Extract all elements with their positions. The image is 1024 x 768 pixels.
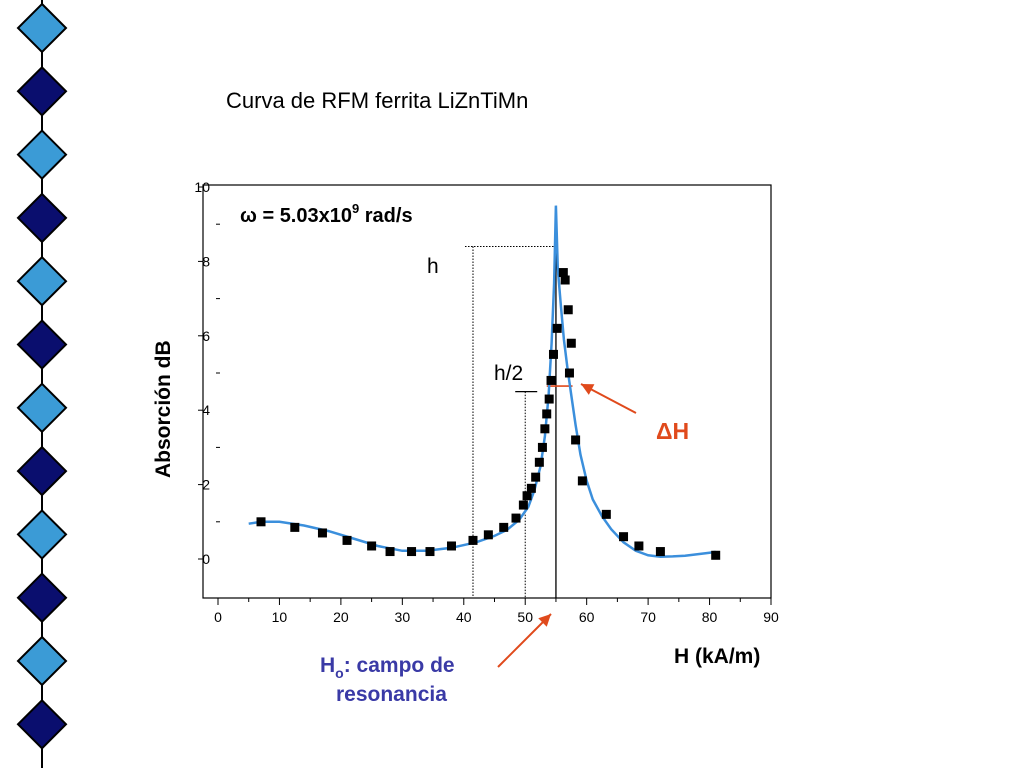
data-point bbox=[634, 541, 644, 551]
data-point bbox=[544, 394, 554, 404]
x-tick-label: 0 bbox=[214, 609, 222, 625]
data-point bbox=[385, 547, 395, 557]
data-point bbox=[548, 349, 558, 359]
data-point bbox=[560, 275, 570, 285]
data-point bbox=[499, 522, 509, 532]
y-tick-label: 2 bbox=[202, 477, 210, 493]
x-axis-label: H (kA/m) bbox=[674, 645, 760, 668]
x-tick-label: 80 bbox=[702, 609, 718, 625]
slide-title: Curva de RFM ferrita LiZnTiMn bbox=[226, 88, 529, 113]
data-point bbox=[425, 547, 435, 557]
data-point bbox=[563, 305, 573, 315]
data-point bbox=[537, 442, 547, 452]
plot-frame bbox=[202, 184, 772, 599]
data-point bbox=[468, 535, 478, 545]
data-point bbox=[711, 550, 721, 560]
ho-label: Ho: campo de bbox=[320, 654, 455, 681]
ho-arrow bbox=[497, 613, 552, 668]
y-tick-label: 8 bbox=[202, 253, 210, 269]
diamond-ornament bbox=[16, 382, 68, 434]
diamond-ornament bbox=[16, 319, 68, 370]
omega-annotation: ω = 5.03x109 rad/s bbox=[240, 201, 413, 227]
y-tick-label: 4 bbox=[202, 402, 210, 418]
data-point bbox=[577, 476, 587, 486]
data-point bbox=[531, 472, 541, 482]
x-tick-label: 30 bbox=[395, 609, 411, 625]
data-point bbox=[546, 375, 556, 385]
ho-arrow-head bbox=[538, 614, 551, 627]
y-tick-label: 0 bbox=[202, 551, 210, 567]
diamond-ornament bbox=[16, 572, 68, 624]
h-half-label: h/2 bbox=[494, 362, 523, 385]
data-point bbox=[566, 338, 576, 348]
data-point bbox=[342, 535, 352, 545]
guide-lines bbox=[464, 246, 573, 598]
diamond-ornament bbox=[16, 255, 68, 307]
data-point bbox=[542, 409, 552, 419]
x-tick-label: 60 bbox=[579, 609, 595, 625]
data-point bbox=[571, 435, 581, 445]
y-axis: 0 2 4 6 8 10 bbox=[194, 179, 220, 567]
data-point bbox=[367, 541, 377, 551]
diamond-ornament bbox=[16, 445, 68, 497]
delta-h-label: ΔH bbox=[656, 418, 689, 444]
data-point bbox=[619, 532, 629, 542]
y-tick-label: 10 bbox=[194, 179, 210, 195]
x-tick-label: 90 bbox=[763, 609, 779, 625]
x-axis: 0 10 20 30 40 50 60 70 80 90 bbox=[214, 598, 779, 625]
data-point bbox=[522, 491, 532, 501]
data-point bbox=[601, 509, 611, 519]
data-point bbox=[446, 541, 456, 551]
x-tick-label: 70 bbox=[640, 609, 656, 625]
data-point bbox=[407, 547, 417, 557]
diamond-ornament bbox=[16, 65, 68, 117]
data-point bbox=[518, 500, 528, 510]
x-tick-label: 20 bbox=[333, 609, 349, 625]
data-point bbox=[256, 517, 266, 527]
data-point bbox=[540, 424, 550, 434]
y-axis-label: Absorción dB bbox=[152, 340, 175, 478]
data-point bbox=[511, 513, 521, 523]
diamond-ornament bbox=[16, 698, 68, 750]
y-tick-label: 6 bbox=[202, 328, 210, 344]
x-tick-label: 50 bbox=[517, 609, 533, 625]
x-tick-label: 10 bbox=[272, 609, 288, 625]
diamond-ornament bbox=[16, 192, 68, 244]
h-label: h bbox=[427, 255, 439, 278]
delta-h-arrow-head bbox=[581, 384, 595, 395]
data-point bbox=[552, 323, 562, 333]
annotation-arrows bbox=[497, 383, 637, 668]
diamond-ornament bbox=[16, 635, 68, 687]
diamond-ornament bbox=[16, 508, 68, 560]
data-point bbox=[558, 268, 568, 278]
data-points bbox=[256, 268, 721, 560]
data-point bbox=[290, 522, 300, 532]
data-point bbox=[483, 530, 493, 540]
ho-label-line2: resonancia bbox=[336, 683, 447, 706]
diamond-ornament bbox=[16, 2, 68, 54]
decorative-diamond-border bbox=[16, 0, 68, 768]
diamond-ornament bbox=[16, 129, 68, 181]
data-point bbox=[564, 368, 574, 378]
data-point bbox=[317, 528, 327, 538]
fit-curve bbox=[248, 205, 716, 559]
data-point bbox=[534, 457, 544, 467]
data-point bbox=[655, 547, 665, 557]
data-point bbox=[526, 483, 536, 493]
x-tick-label: 40 bbox=[456, 609, 472, 625]
